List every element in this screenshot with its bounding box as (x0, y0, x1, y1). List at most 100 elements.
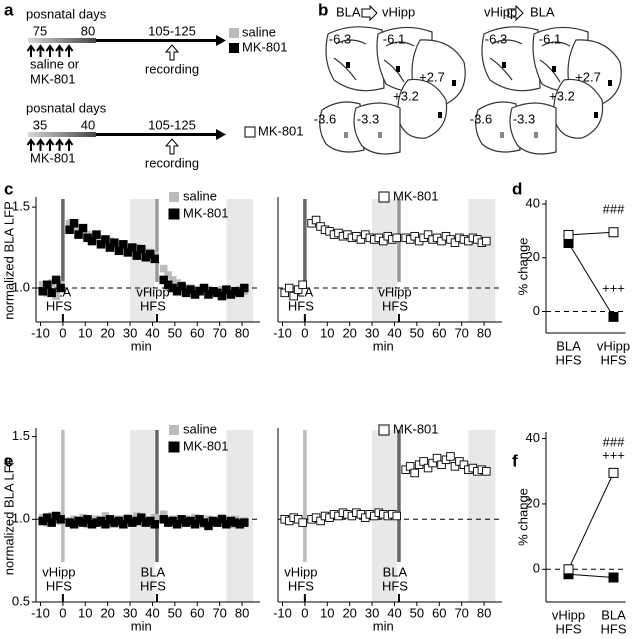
x-tick-label: 60 (190, 605, 204, 620)
label: 35 (33, 117, 47, 132)
data-point (70, 515, 78, 524)
label: +2.7 (419, 69, 445, 84)
legend-label: MK-801 (183, 205, 229, 220)
data-point (450, 462, 460, 471)
data-point (56, 283, 65, 293)
data-point (51, 275, 61, 285)
label: -6.3 (485, 31, 507, 46)
data-point (608, 311, 619, 322)
data-point (47, 279, 56, 287)
x-tick-label: vHipp (597, 338, 630, 353)
data-point (199, 283, 209, 293)
x-tick-label: 40 (145, 325, 159, 340)
event-label: HFS (382, 578, 408, 593)
label: BLA (530, 4, 555, 19)
panel-label: a (4, 0, 14, 19)
series-line (568, 472, 614, 570)
x-tick-label: 20 (100, 325, 114, 340)
data-point (563, 229, 574, 240)
label: -3.6 (314, 111, 336, 126)
x-tick-label: 80 (235, 325, 249, 340)
x-tick-label: 10 (320, 605, 334, 620)
data-point (437, 236, 446, 246)
data-point (217, 515, 227, 524)
x-tick-label: -10 (273, 605, 292, 620)
x-tick-label: 70 (212, 325, 226, 340)
label: BLA (336, 4, 361, 19)
x-axis-label: min (373, 338, 394, 353)
data-point (563, 564, 574, 575)
y-tick-label: 40 (526, 430, 540, 445)
x-tick-label: 60 (190, 325, 204, 340)
data-point (190, 520, 200, 529)
x-axis-label: min (131, 618, 152, 633)
y-axis-label: normalized BLA LFP (1, 457, 16, 576)
label: 105-125 (148, 117, 196, 132)
legend-swatch (229, 28, 239, 38)
y-axis-label: normalized BLA LFP (1, 201, 16, 320)
label: +3.2 (393, 88, 419, 103)
label: vHipp (484, 4, 517, 19)
annotation: ### (603, 434, 625, 449)
data-point (88, 232, 96, 241)
x-axis-label: min (373, 618, 394, 633)
data-point (145, 249, 155, 259)
event-label: HFS (140, 298, 166, 313)
x-tick-label: 10 (78, 325, 92, 340)
y-tick-label: 0 (533, 303, 540, 318)
x-tick-label: 50 (410, 325, 424, 340)
panel-label: c (4, 179, 13, 198)
data-point (128, 243, 137, 252)
data-point (177, 282, 186, 291)
injection-arrow (64, 44, 74, 57)
x-tick-label: 80 (477, 325, 491, 340)
panel-label: e (4, 451, 13, 470)
data-point (65, 219, 74, 228)
event-label: HFS (288, 578, 314, 593)
x-tick-label: 30 (123, 605, 137, 620)
data-point (150, 254, 159, 264)
data-point (356, 235, 366, 244)
injection-arrow (45, 138, 55, 151)
data-point (173, 279, 181, 287)
data-point (105, 243, 115, 252)
data-point (78, 223, 88, 233)
data-point (137, 513, 146, 522)
event-label: HFS (382, 298, 408, 313)
x-tick-label: 20 (342, 605, 356, 620)
data-point (42, 280, 52, 290)
x-tick-label: 20 (100, 605, 114, 620)
legend-swatch (229, 43, 239, 53)
event-label: vHipp (378, 284, 411, 299)
arrowhead (216, 35, 226, 46)
data-point (101, 235, 110, 244)
legend-swatch (378, 424, 390, 436)
data-point (608, 227, 619, 238)
data-point (392, 233, 401, 243)
shaded-period (226, 430, 254, 602)
data-point (92, 235, 101, 244)
shaded-period (468, 199, 496, 322)
label: 80 (81, 23, 95, 38)
data-point (450, 238, 460, 247)
data-point (106, 237, 114, 245)
injection-arrow (55, 44, 64, 57)
label: MK-801 (30, 71, 76, 86)
x-tick-label: 60 (432, 325, 446, 340)
legend-swatch (378, 191, 390, 203)
data-point (289, 291, 298, 301)
x-tick-label: 60 (432, 605, 446, 620)
panel-label: b (318, 0, 328, 19)
data-point (608, 467, 619, 478)
data-point (482, 467, 491, 476)
x-tick-label: 10 (78, 605, 92, 620)
data-point (52, 292, 60, 300)
label: +2.7 (575, 69, 601, 84)
x-tick-label: 80 (235, 605, 249, 620)
data-point (217, 291, 227, 301)
label: MK-801 (242, 39, 288, 54)
label: +3.2 (549, 88, 575, 103)
data-point (240, 518, 249, 527)
data-point (311, 215, 321, 225)
